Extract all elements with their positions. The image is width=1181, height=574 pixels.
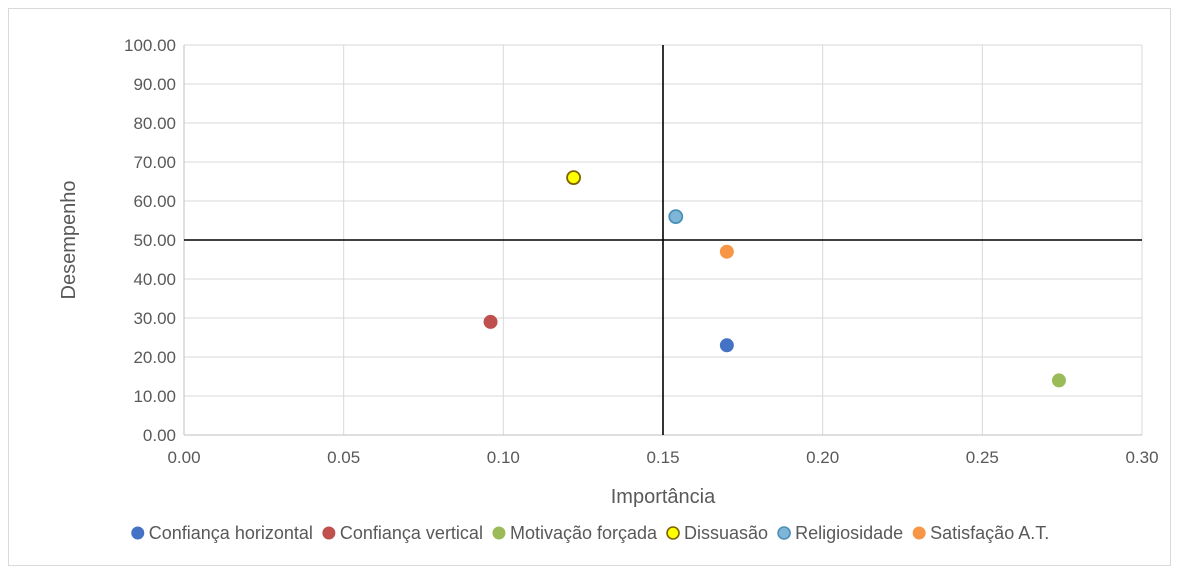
legend-marker [492, 526, 506, 540]
y-tick-label: 90.00 [133, 75, 176, 94]
x-tick-label: 0.25 [966, 448, 999, 467]
legend-marker [666, 526, 680, 540]
legend-marker [777, 526, 791, 540]
y-tick-label: 50.00 [133, 231, 176, 250]
x-tick-label: 0.05 [327, 448, 360, 467]
y-tick-label: 100.00 [124, 36, 176, 55]
legend-item: Confiança horizontal [131, 523, 313, 543]
x-tick-label: 0.00 [167, 448, 200, 467]
y-tick-label: 20.00 [133, 348, 176, 367]
data-point [483, 314, 498, 329]
legend-label: Confiança vertical [340, 523, 483, 543]
y-tick-label: 40.00 [133, 270, 176, 289]
legend: Confiança horizontal Confiança vertical Mo… [131, 523, 1049, 543]
data-point [1051, 373, 1066, 388]
data-point [668, 209, 684, 225]
scatter-chart: 0.00 0.05 0.10 0.15 0.20 0.25 0.30 0.00 10.00 20.… [58, 36, 1159, 543]
chart-container: 0.00 0.05 0.10 0.15 0.20 0.25 0.30 0.00 10.00 20.… [8, 8, 1171, 566]
legend-label: Satisfação A.T. [930, 523, 1049, 543]
data-point [719, 244, 734, 259]
data-point [566, 170, 581, 186]
y-axis-title: Desempenho [58, 181, 80, 300]
tick-labels: 0.00 0.05 0.10 0.15 0.20 0.25 0.30 0.00 10.00 20.… [124, 36, 1159, 467]
y-tick-label: 0.00 [143, 426, 176, 445]
legend-item: Confiança vertical [322, 523, 483, 543]
y-tick-label: 80.00 [133, 114, 176, 133]
x-tick-label: 0.20 [806, 448, 839, 467]
x-tick-label: 0.10 [487, 448, 520, 467]
legend-item: Dissuasão [666, 523, 768, 543]
legend-item: Satisfação A.T. [912, 523, 1049, 543]
reference-lines [184, 45, 1142, 435]
legend-marker [322, 526, 336, 540]
x-tick-label: 0.30 [1125, 448, 1158, 467]
y-tick-label: 60.00 [133, 192, 176, 211]
legend-item: Religiosidade [777, 523, 903, 543]
y-tick-label: 70.00 [133, 153, 176, 172]
legend-marker [131, 526, 145, 540]
legend-marker [912, 526, 926, 540]
legend-label: Motivação forçada [510, 523, 658, 543]
x-tick-label: 0.15 [646, 448, 679, 467]
legend-label: Religiosidade [795, 523, 903, 543]
y-tick-label: 10.00 [133, 387, 176, 406]
data-point [719, 338, 734, 353]
x-axis-title: Importância [611, 486, 716, 508]
legend-label: Confiança horizontal [149, 523, 313, 543]
data-points [483, 170, 1066, 388]
legend-item: Motivação forçada [492, 523, 658, 543]
y-tick-label: 30.00 [133, 309, 176, 328]
legend-label: Dissuasão [684, 523, 768, 543]
